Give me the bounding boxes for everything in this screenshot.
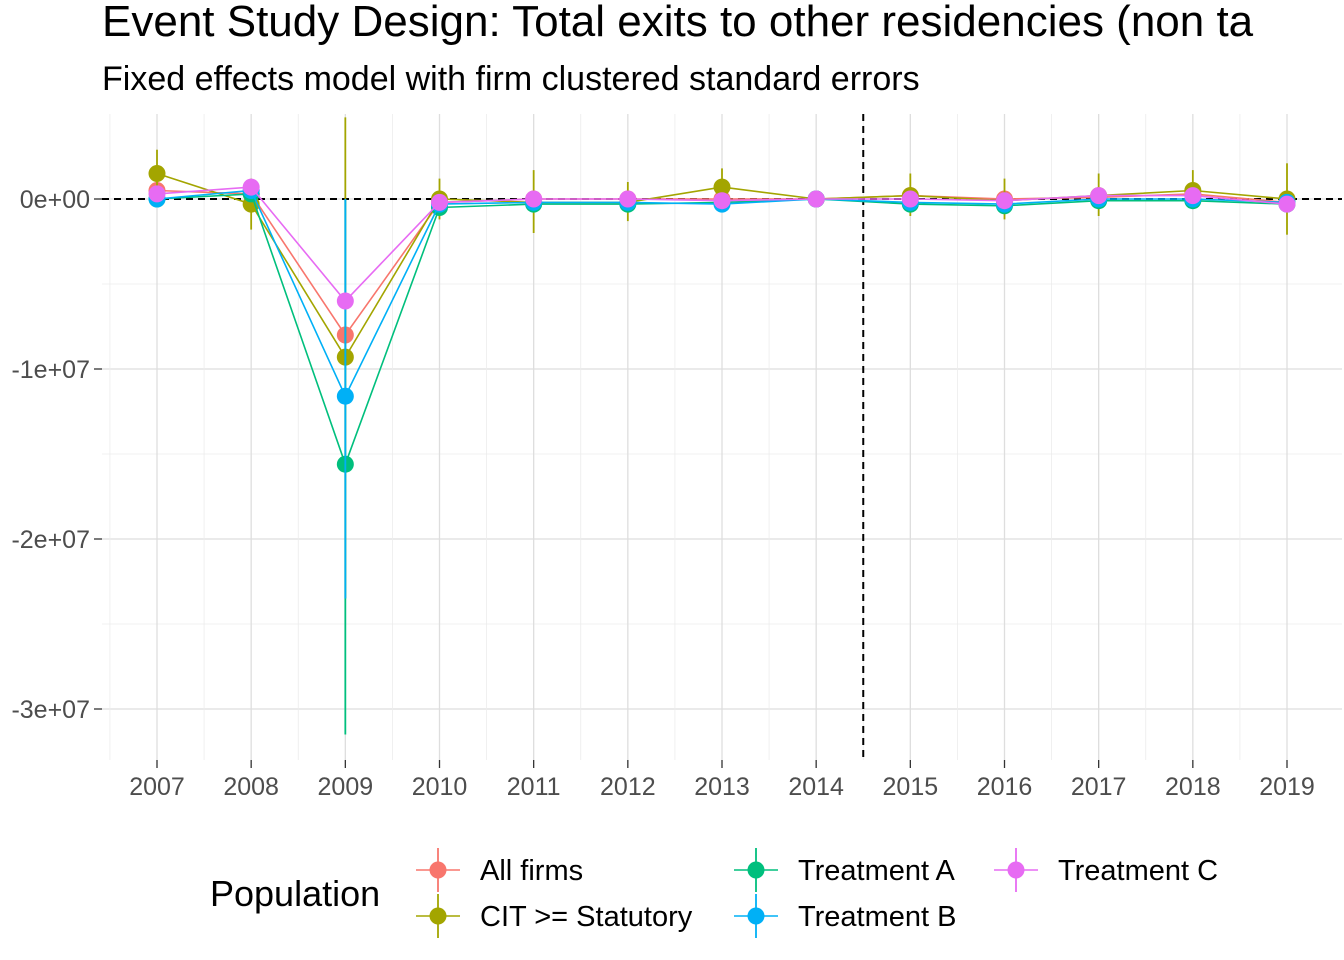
- y-tick-label: -3e+07: [11, 696, 90, 724]
- legend-key-point: [1007, 861, 1025, 879]
- data-point: [713, 192, 731, 210]
- x-tick-label: 2016: [977, 773, 1033, 801]
- chart-title: Event Study Design: Total exits to other…: [102, 0, 1254, 46]
- x-tick-label: 2019: [1259, 773, 1315, 801]
- x-tick-label: 2018: [1165, 773, 1221, 801]
- legend-title: Population: [210, 873, 380, 914]
- x-tick-label: 2013: [694, 773, 750, 801]
- data-point: [619, 190, 637, 208]
- x-tick-label: 2015: [883, 773, 939, 801]
- legend-label: Treatment B: [798, 901, 956, 933]
- x-tick-label: 2017: [1071, 773, 1127, 801]
- legend-label: Treatment C: [1058, 855, 1218, 887]
- x-tick-label: 2010: [412, 773, 468, 801]
- data-point: [336, 292, 354, 310]
- legend-label: All firms: [480, 855, 583, 887]
- y-tick-label: 0e+00: [20, 186, 90, 214]
- y-tick-label: -2e+07: [11, 526, 90, 554]
- series-layer: [148, 117, 1296, 735]
- legend-item: Treatment C: [994, 848, 1218, 892]
- legend-item: Treatment A: [734, 848, 956, 892]
- axis-labels: 0e+00 -1e+07 -2e+07 -3e+07 2007 2008 2009 2010 2…: [11, 186, 1314, 801]
- legend-label: CIT >= Statutory: [480, 901, 693, 933]
- data-point: [807, 190, 825, 208]
- legend: Population All firms CIT >= Statutory Trea…: [210, 848, 1218, 938]
- data-point: [1090, 187, 1108, 205]
- data-point: [1184, 187, 1202, 205]
- legend-key-point: [429, 907, 447, 925]
- y-tick-label: -1e+07: [11, 356, 90, 384]
- data-point: [525, 190, 543, 208]
- data-point: [431, 193, 448, 211]
- x-tick-label: 2009: [318, 773, 374, 801]
- data-point: [336, 387, 354, 405]
- x-tick-label: 2007: [129, 773, 185, 801]
- legend-key-point: [747, 907, 765, 925]
- data-point: [148, 185, 166, 203]
- x-tick-label: 2012: [600, 773, 656, 801]
- data-point: [148, 165, 166, 182]
- data-point: [901, 190, 919, 208]
- legend-item: Treatment B: [734, 894, 956, 938]
- legend-key-point: [747, 861, 765, 879]
- data-point: [1278, 195, 1296, 213]
- data-point: [713, 178, 731, 196]
- series-treatment-c: [148, 178, 1296, 310]
- chart-subtitle: Fixed effects model with firm clustered …: [102, 60, 920, 98]
- legend-item: CIT >= Statutory: [416, 894, 693, 938]
- legend-key-point: [429, 861, 447, 879]
- data-point: [242, 178, 260, 196]
- data-point: [996, 192, 1013, 210]
- x-tick-label: 2008: [223, 773, 279, 801]
- legend-item: All firms: [416, 848, 583, 892]
- x-tick-label: 2014: [788, 773, 844, 801]
- x-tick-label: 2011: [507, 773, 561, 801]
- legend-label: Treatment A: [798, 855, 956, 887]
